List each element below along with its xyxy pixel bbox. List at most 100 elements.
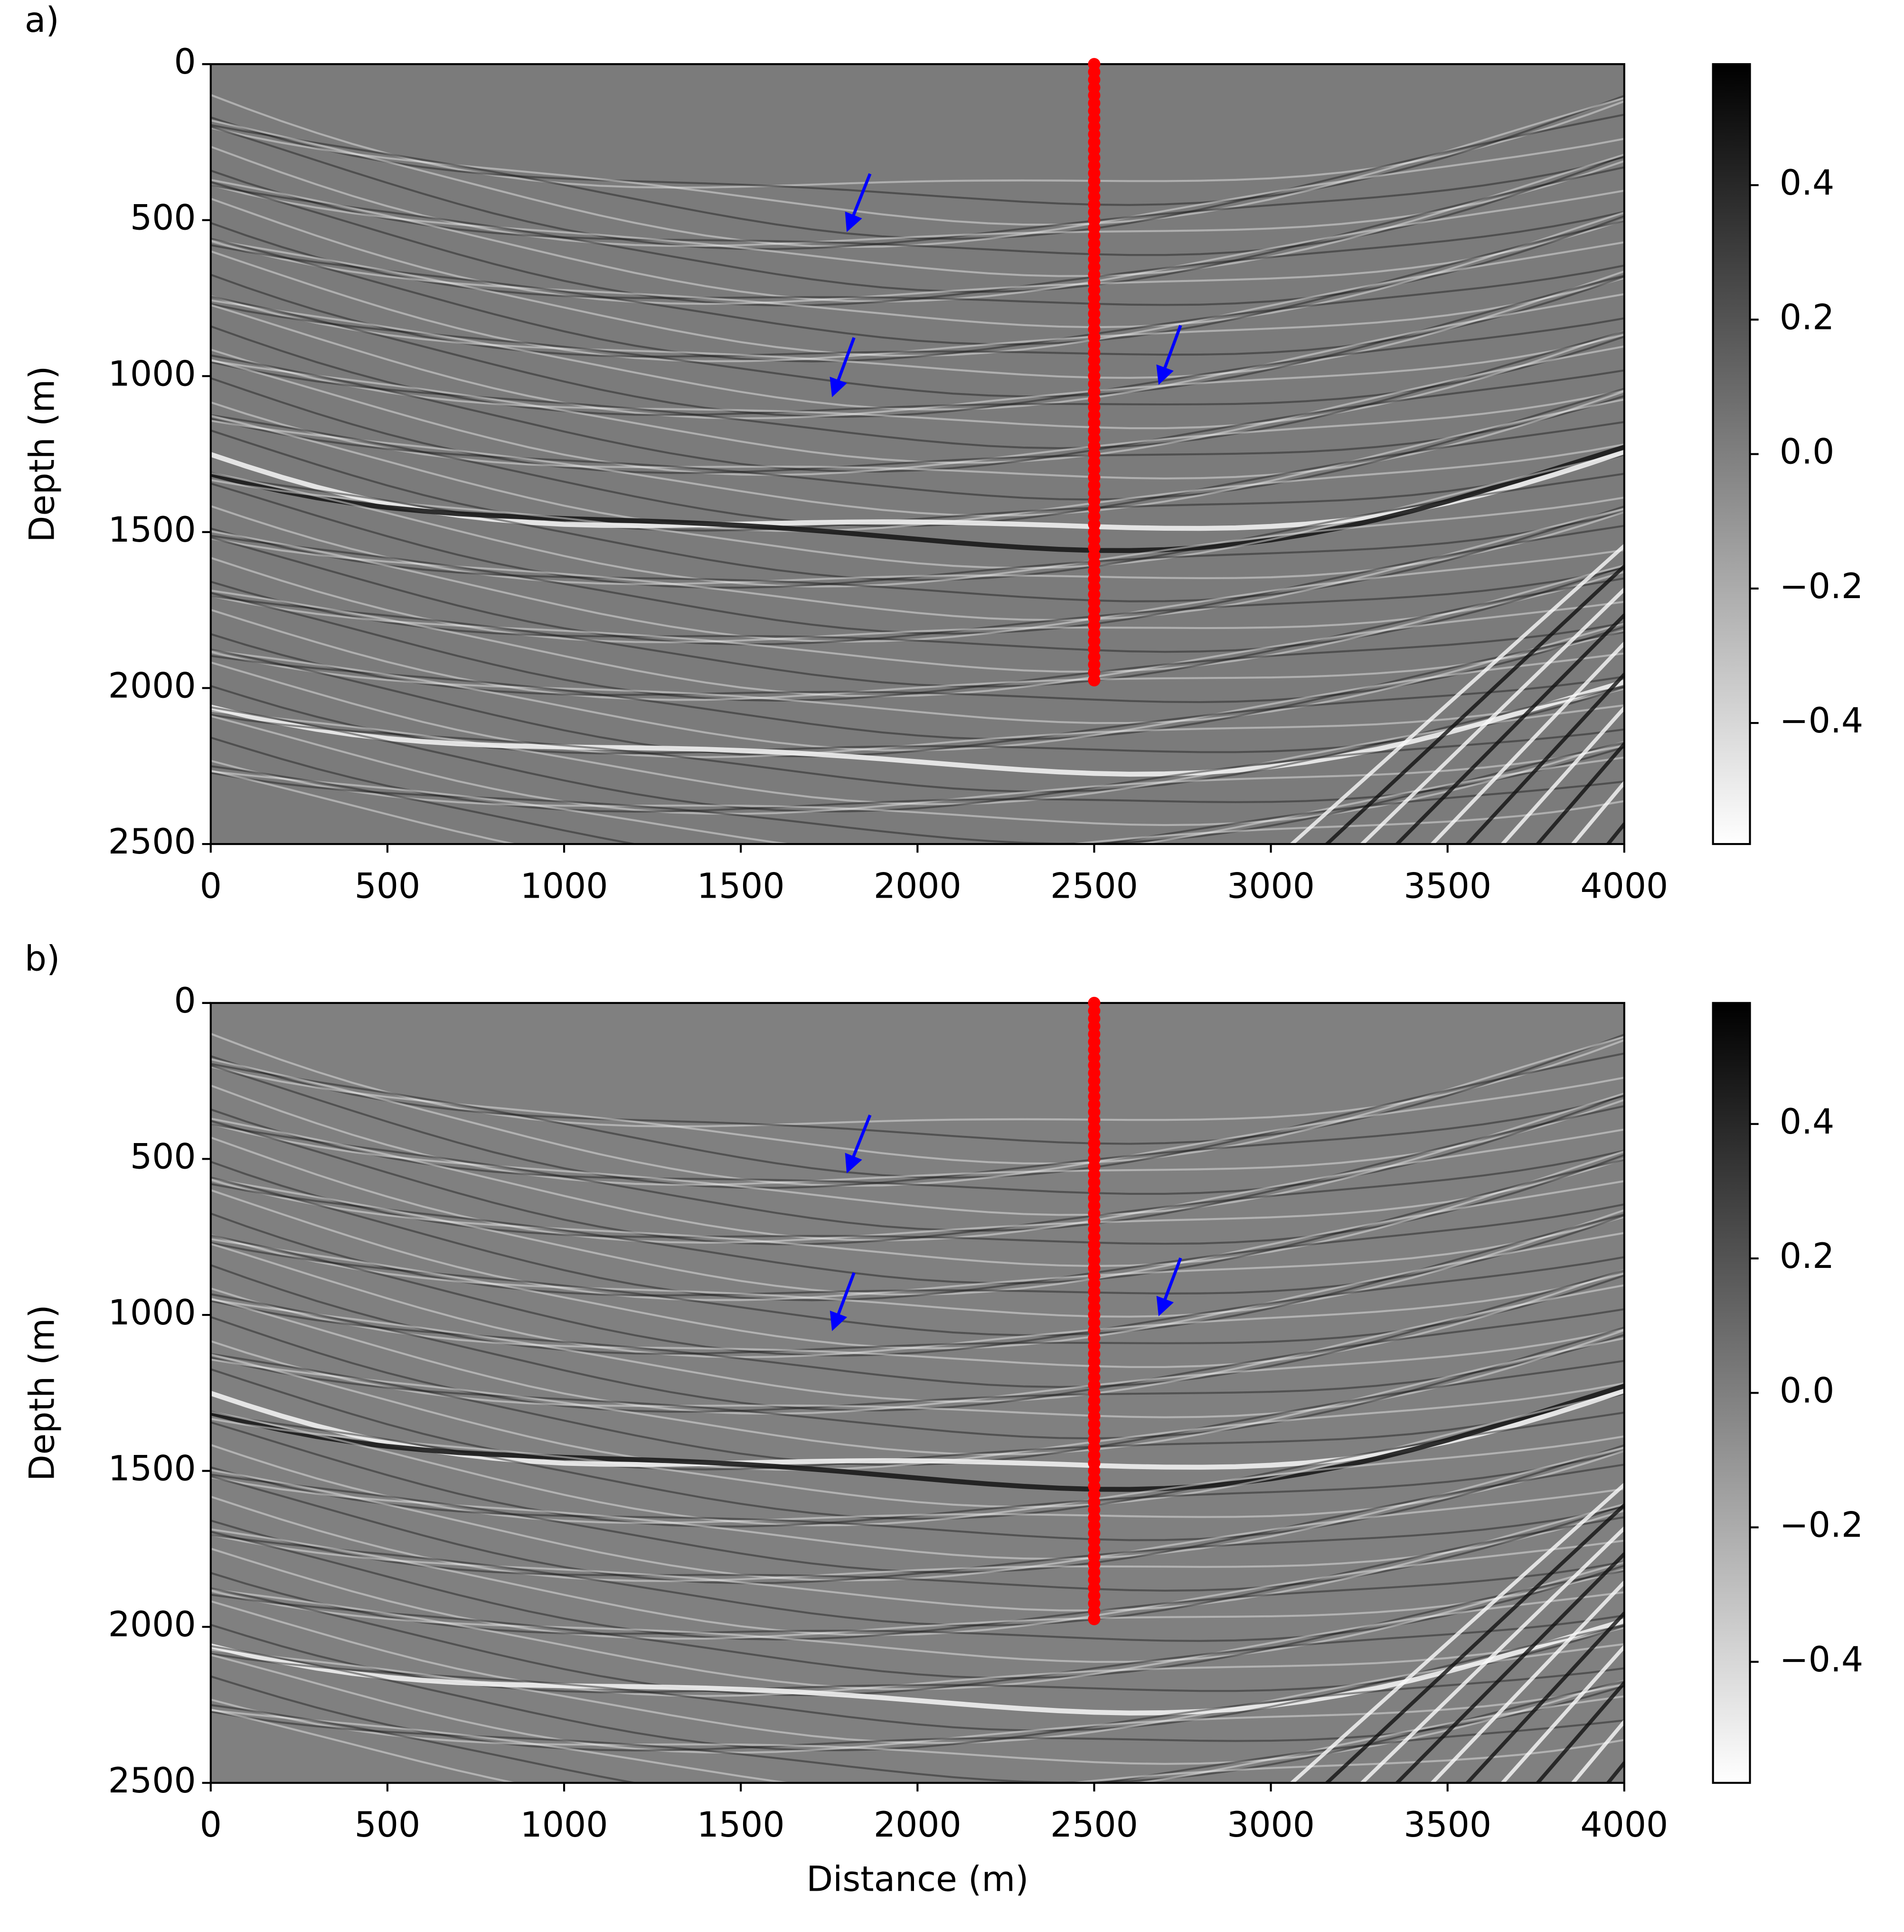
colorbar-tick-label: 0.2	[1780, 298, 1835, 338]
x-tick-label: 2500	[1050, 867, 1138, 907]
dipping-reflector	[1395, 1551, 1624, 1783]
x-tick-label: 4000	[1580, 867, 1668, 907]
reflector	[210, 377, 1624, 474]
reflector	[210, 330, 1624, 430]
colorbar-tick-label: 0.4	[1780, 163, 1835, 203]
reflector	[210, 1337, 1624, 1455]
reflector	[210, 1411, 1624, 1527]
x-tick-label: 4000	[1580, 1805, 1668, 1845]
reflector	[210, 1189, 1624, 1301]
reflector	[210, 525, 1624, 635]
reflector	[210, 452, 1624, 569]
reflector	[210, 622, 1624, 724]
reflector	[210, 1561, 1624, 1663]
reflector	[210, 1704, 1624, 1783]
reflector	[210, 577, 1624, 688]
reflector	[210, 741, 1624, 826]
reflector	[210, 325, 1624, 416]
reflector	[210, 1064, 1624, 1189]
reflector	[210, 220, 1624, 346]
reflector	[210, 1421, 1624, 1528]
y-tick-label: 2000	[108, 1605, 196, 1645]
reflector	[210, 155, 1624, 256]
colorbar	[1712, 63, 1751, 845]
reflector	[210, 1150, 1624, 1267]
dipping-reflector	[1430, 1579, 1624, 1783]
reflector	[210, 414, 1624, 532]
reflector	[210, 429, 1624, 532]
colorbar-tick-label: −0.4	[1780, 701, 1863, 741]
reflector	[210, 1528, 1624, 1636]
reflector	[210, 1158, 1624, 1284]
dipping-reflector	[1465, 1610, 1624, 1783]
reflector	[210, 557, 1624, 643]
reflector	[210, 197, 1624, 305]
reflector	[210, 270, 1624, 379]
reflector	[210, 1654, 1624, 1754]
reflector	[210, 445, 1624, 553]
reflector	[210, 1570, 1624, 1679]
reflector	[210, 769, 1624, 844]
reflector	[210, 1094, 1624, 1195]
x-tick-label: 2500	[1050, 1805, 1138, 1845]
x-tick-label: 3500	[1404, 867, 1491, 907]
reflector	[210, 1092, 1624, 1216]
reflector	[210, 609, 1624, 701]
reflector	[210, 1036, 1624, 1165]
dipping-reflector	[1324, 1502, 1624, 1783]
reflector	[210, 1530, 1624, 1641]
dipping-reflector	[1289, 1482, 1624, 1783]
reflector	[210, 1284, 1624, 1403]
y-tick-label: 500	[130, 1137, 196, 1177]
reflector	[210, 1084, 1624, 1186]
annotation-arrow	[1156, 1257, 1182, 1316]
x-tick-label: 3500	[1404, 1805, 1491, 1845]
reflector	[210, 1600, 1624, 1697]
panel-label: a)	[25, 0, 59, 40]
reflector	[210, 1154, 1624, 1245]
reflector	[210, 1353, 1624, 1466]
reflector	[210, 1504, 1624, 1592]
reflector	[210, 1293, 1624, 1412]
reflector	[210, 565, 1624, 653]
annotation-arrow	[845, 173, 872, 232]
y-tick-label: 0	[174, 42, 196, 82]
reflector	[210, 1234, 1624, 1357]
dipping-reflector	[1359, 1526, 1624, 1783]
reflector	[210, 679, 1624, 777]
reflector	[210, 1547, 1624, 1640]
reflector	[210, 589, 1624, 697]
reflector	[210, 390, 1624, 480]
reflector	[210, 1503, 1624, 1612]
reflector	[210, 414, 1624, 527]
reflector	[210, 564, 1624, 673]
reflector	[210, 1680, 1624, 1783]
reflector	[210, 1297, 1624, 1415]
x-tick-label: 500	[355, 1805, 421, 1845]
reflector	[210, 1243, 1624, 1359]
reflector	[210, 1446, 1624, 1560]
reflector	[210, 482, 1624, 589]
reflector	[210, 1120, 1624, 1246]
seismic-image	[210, 1003, 1624, 1783]
x-tick-label: 1000	[520, 1805, 608, 1845]
reflector	[210, 1516, 1624, 1627]
reflector	[210, 1209, 1624, 1318]
reflector	[210, 592, 1624, 702]
reflector	[210, 94, 1624, 189]
x-tick-label: 1500	[697, 1805, 785, 1845]
colorbar-tick-label: 0.4	[1780, 1102, 1835, 1142]
dipping-reflector	[1500, 705, 1624, 844]
reflector	[210, 304, 1624, 420]
reflector	[210, 505, 1624, 602]
reflector	[210, 113, 1624, 240]
y-tick-label: 2500	[108, 1761, 196, 1801]
reflector	[210, 1444, 1624, 1524]
reflector	[210, 1212, 1624, 1296]
reflector	[210, 398, 1624, 517]
reflector	[210, 215, 1624, 306]
reflector	[210, 1368, 1624, 1471]
reflector	[210, 741, 1624, 844]
reflector	[210, 1176, 1624, 1302]
reflector	[210, 1643, 1624, 1744]
